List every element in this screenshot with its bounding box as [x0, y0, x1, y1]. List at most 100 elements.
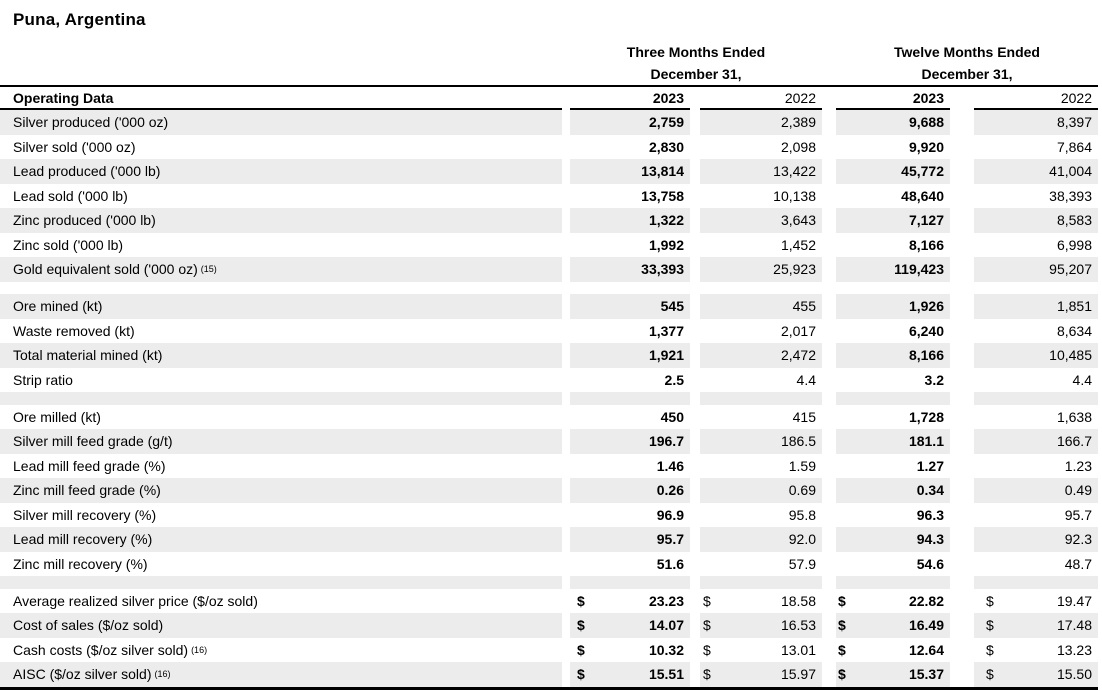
cell-value: 0.49 — [1064, 482, 1092, 499]
value-cell: 13,758 — [570, 184, 690, 209]
value-cell: 1,921 — [570, 343, 690, 368]
cell-value: 9,688 — [908, 114, 944, 131]
table-section-title: Operating Data — [0, 87, 562, 110]
table-row: Zinc produced ('000 lb) 1,322 3,643 7,127 8,… — [0, 208, 1098, 233]
currency-symbol: $ — [703, 666, 711, 683]
value-cell: $14.07 — [570, 613, 690, 638]
value-cell: 92.0 — [700, 527, 822, 552]
spacer-cell — [0, 392, 562, 405]
value-cell: 0.69 — [700, 478, 822, 503]
cell-value: 95.7 — [656, 531, 684, 548]
cell-value: 15.50 — [1056, 666, 1092, 683]
value-cell: 54.6 — [836, 552, 950, 577]
row-label: Average realized silver price ($/oz sold… — [0, 589, 562, 614]
cell-value: 1.27 — [916, 457, 944, 474]
currency-symbol: $ — [577, 666, 585, 683]
currency-symbol: $ — [838, 617, 846, 634]
cell-value: 12.64 — [908, 641, 944, 658]
cell-value: 51.6 — [656, 555, 684, 572]
row-label-text: Lead mill recovery (%) — [13, 531, 153, 548]
value-cell: $12.64 — [836, 638, 950, 663]
cell-value: 95.7 — [1064, 506, 1092, 523]
row-label-text: Waste removed (kt) — [13, 322, 135, 339]
cell-value: 455 — [792, 298, 816, 315]
cell-value: 415 — [792, 408, 816, 425]
cell-value: 1,322 — [648, 212, 684, 229]
cell-value: 1,728 — [908, 408, 944, 425]
spacer-cell — [570, 282, 690, 295]
currency-symbol: $ — [986, 617, 994, 634]
cell-value: 8,397 — [1056, 114, 1092, 131]
column-header-2023-y: 2023 — [836, 87, 950, 110]
value-cell: 8,583 — [974, 208, 1098, 233]
value-cell: 25,923 — [700, 257, 822, 282]
cell-value: 33,393 — [641, 261, 684, 278]
value-cell: 13,814 — [570, 159, 690, 184]
cell-value: 15.51 — [648, 666, 684, 683]
value-cell: $23.23 — [570, 589, 690, 614]
row-label-text: Zinc produced ('000 lb) — [13, 212, 156, 229]
value-cell: 94.3 — [836, 527, 950, 552]
value-cell: 57.9 — [700, 552, 822, 577]
value-cell: 4.4 — [974, 368, 1098, 393]
value-cell: 119,423 — [836, 257, 950, 282]
value-cell: 41,004 — [974, 159, 1098, 184]
spacer-cell — [570, 392, 690, 405]
column-group-three-months: Three Months Ended December 31, — [570, 41, 822, 85]
operating-data-table: Operating Data 2023 2022 2023 2022 Silve… — [0, 85, 1098, 690]
cell-value: 17.48 — [1056, 617, 1092, 634]
spacer-row — [0, 282, 1098, 295]
page-title: Puna, Argentina — [13, 10, 146, 29]
cell-value: 48,640 — [901, 187, 944, 204]
row-label-text: Silver sold ('000 oz) — [13, 138, 136, 155]
cell-value: 1,638 — [1056, 408, 1092, 425]
cell-value: 13.01 — [780, 641, 816, 658]
row-label-text: Silver mill recovery (%) — [13, 506, 157, 523]
table-row: Lead sold ('000 lb) 13,758 10,138 48,640 38,… — [0, 184, 1098, 209]
table-row: Waste removed (kt) 1,377 2,017 6,240 8,634 — [0, 319, 1098, 344]
row-label-text: Zinc mill recovery (%) — [13, 555, 148, 572]
table-row: Silver sold ('000 oz) 2,830 2,098 9,920 7,86… — [0, 135, 1098, 160]
cell-value: 8,634 — [1056, 322, 1092, 339]
value-cell: 33,393 — [570, 257, 690, 282]
spacer-cell — [0, 576, 562, 589]
value-cell: 1,322 — [570, 208, 690, 233]
row-label: Lead sold ('000 lb) — [0, 184, 562, 209]
row-label: Strip ratio — [0, 368, 562, 393]
row-label-text: Lead sold ('000 lb) — [13, 187, 128, 204]
value-cell: $13.23 — [974, 638, 1098, 663]
row-label: Zinc produced ('000 lb) — [0, 208, 562, 233]
cell-value: 19.47 — [1056, 592, 1092, 609]
value-cell: 4.4 — [700, 368, 822, 393]
cell-value: 15.37 — [908, 666, 944, 683]
spacer-cell — [700, 576, 822, 589]
cell-value: 7,864 — [1056, 138, 1092, 155]
cell-value: 186.5 — [780, 433, 816, 450]
currency-symbol: $ — [986, 592, 994, 609]
row-label-text: Gold equivalent sold ('000 oz) — [13, 261, 198, 278]
value-cell: 8,634 — [974, 319, 1098, 344]
value-cell: 196.7 — [570, 429, 690, 454]
cell-value: 2,017 — [780, 322, 816, 339]
row-label-text: Zinc sold ('000 lb) — [13, 236, 124, 253]
table-row: Cash costs ($/oz silver sold) (16) $10.32 $… — [0, 638, 1098, 663]
cell-value: 450 — [660, 408, 684, 425]
table-row: Zinc mill recovery (%) 51.6 57.9 54.6 48.7 — [0, 552, 1098, 577]
cell-value: 18.58 — [780, 592, 816, 609]
cell-value: 10,138 — [773, 187, 816, 204]
cell-value: 41,004 — [1049, 163, 1092, 180]
value-cell: 2,759 — [570, 110, 690, 135]
value-cell: 95,207 — [974, 257, 1098, 282]
currency-symbol: $ — [838, 592, 846, 609]
value-cell: 1,377 — [570, 319, 690, 344]
value-cell: 2,389 — [700, 110, 822, 135]
table-row: Zinc mill feed grade (%) 0.26 0.69 0.34 0.49 — [0, 478, 1098, 503]
table-row: Silver mill recovery (%) 96.9 95.8 96.3 95.7 — [0, 503, 1098, 528]
value-cell: 2.5 — [570, 368, 690, 393]
spacer-cell — [836, 392, 950, 405]
row-label-text: Cash costs ($/oz silver sold) — [13, 641, 189, 658]
cell-value: 25,923 — [773, 261, 816, 278]
cell-value: 45,772 — [901, 163, 944, 180]
group-header-line1: Twelve Months Ended — [894, 44, 1040, 60]
